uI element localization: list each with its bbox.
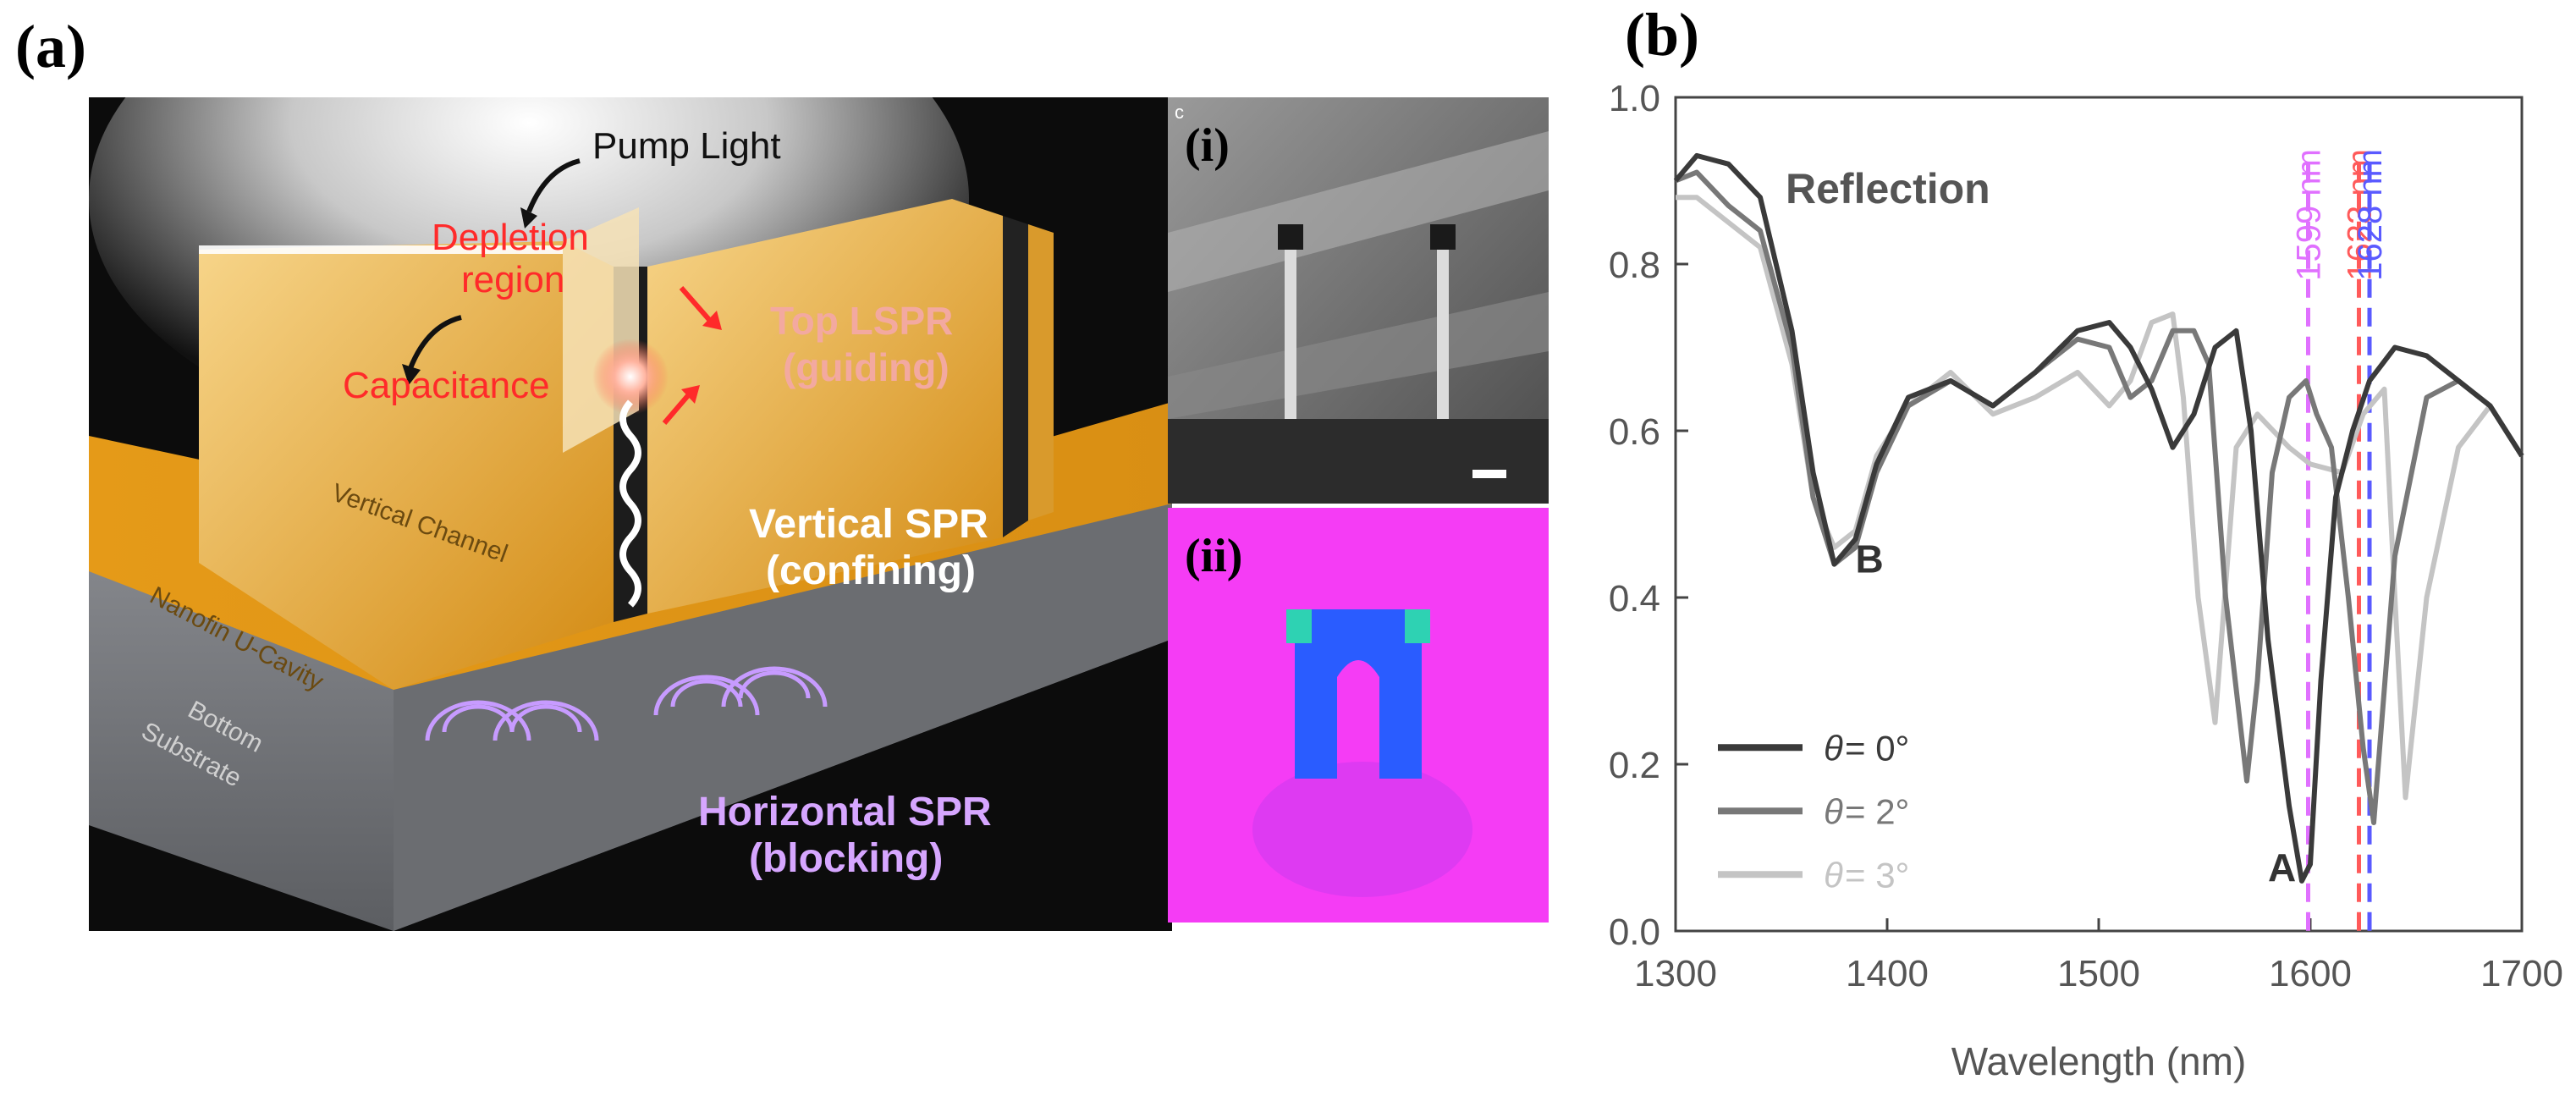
series-lines [1673,152,2524,884]
depletion-label-1: Depletion [432,217,589,258]
x-axis-ticks: 1300 1400 1500 1600 1700 [1634,918,2563,994]
top-lspr-label-1: Top LSPR [770,299,953,343]
device-schematic: Pump Light Depletion region Capacitance … [89,97,1172,931]
horizontal-spr-label-1: Horizontal SPR [698,790,992,834]
panel-a-label: (a) [15,13,86,80]
field-map: (ii) [1168,508,1549,923]
legend-label-2: = 3° [1845,855,1909,895]
sem-image: c (i) [1168,97,1549,504]
horizontal-spr-rings [425,666,828,741]
capacitance-label: Capacitance [343,365,550,406]
scale-bar [1472,470,1506,478]
x-axis-label: Wavelength (nm) [1951,1039,2247,1083]
vertical-spr-label-1: Vertical SPR [749,502,988,547]
series-line-0 [1673,152,2524,884]
panel-b-label: (b) [1625,1,1699,69]
annotation-A: A [2268,845,2296,889]
y-tick-label: 0.2 [1609,745,1660,786]
x-tick-label: 1300 [1634,953,1717,994]
legend-label-1: = 2° [1845,791,1909,831]
depletion-label-2: region [461,259,564,300]
y-tick-label: 1.0 [1609,78,1660,119]
x-tick-label: 1600 [2269,953,2352,994]
y-tick-label: 0.0 [1609,911,1660,953]
chart-annotations: BA [1856,537,2297,889]
substrate-front-face [394,504,1172,931]
horizontal-spr-label-2: (blocking) [749,836,943,881]
arrows [402,158,722,425]
legend: θ = 0°θ = 2°θ = 3° [1718,728,1909,895]
x-tick-label: 1500 [2057,953,2140,994]
y-tick-label: 0.6 [1609,411,1660,453]
vertical-spr-label-2: (confining) [766,548,976,593]
annotation-B: B [1856,537,1884,581]
marker-label-1599: 1599 nm [2291,149,2328,281]
right-fin-wall [647,199,1003,614]
legend-theta-1: θ [1824,791,1843,831]
legend-theta-0: θ [1824,728,1843,768]
right-fin-edge [1003,216,1028,537]
inset-ii-label: (ii) [1185,530,1242,582]
x-tick-label: 1400 [1846,953,1929,994]
y-tick-label: 0.4 [1609,578,1660,620]
y-axis-ticks: 0.0 0.2 0.4 0.6 0.8 1.0 [1609,78,1688,953]
field-arch [1286,609,1430,779]
right-fin-back [1028,224,1054,520]
hotspot [592,339,669,415]
marker-label-1628: 1628 nm [2352,149,2389,281]
plot-frame [1674,96,2524,933]
left-fin-wall [199,241,614,690]
marker-label-1623: 1623 nm [2342,149,2379,281]
y-tick-label: 0.8 [1609,245,1660,286]
confined-wave [619,399,641,608]
x-tick-label: 1700 [2480,953,2563,994]
legend-theta-2: θ [1824,855,1843,895]
inset-i-label: (i) [1185,119,1230,172]
pump-light-label: Pump Light [592,125,781,167]
sem-fin-left [1285,233,1296,419]
chart-title: Reflection [1786,165,1990,212]
reflection-chart: 0.00.20.40.60.81.0 1300 1400 1500 1600 1700 … [1609,78,2563,1083]
legend-label-0: = 0° [1845,728,1909,768]
sem-fin-right [1437,233,1449,419]
sem-corner-letter: c [1175,102,1184,123]
top-lspr-label-2: (guiding) [783,345,949,389]
